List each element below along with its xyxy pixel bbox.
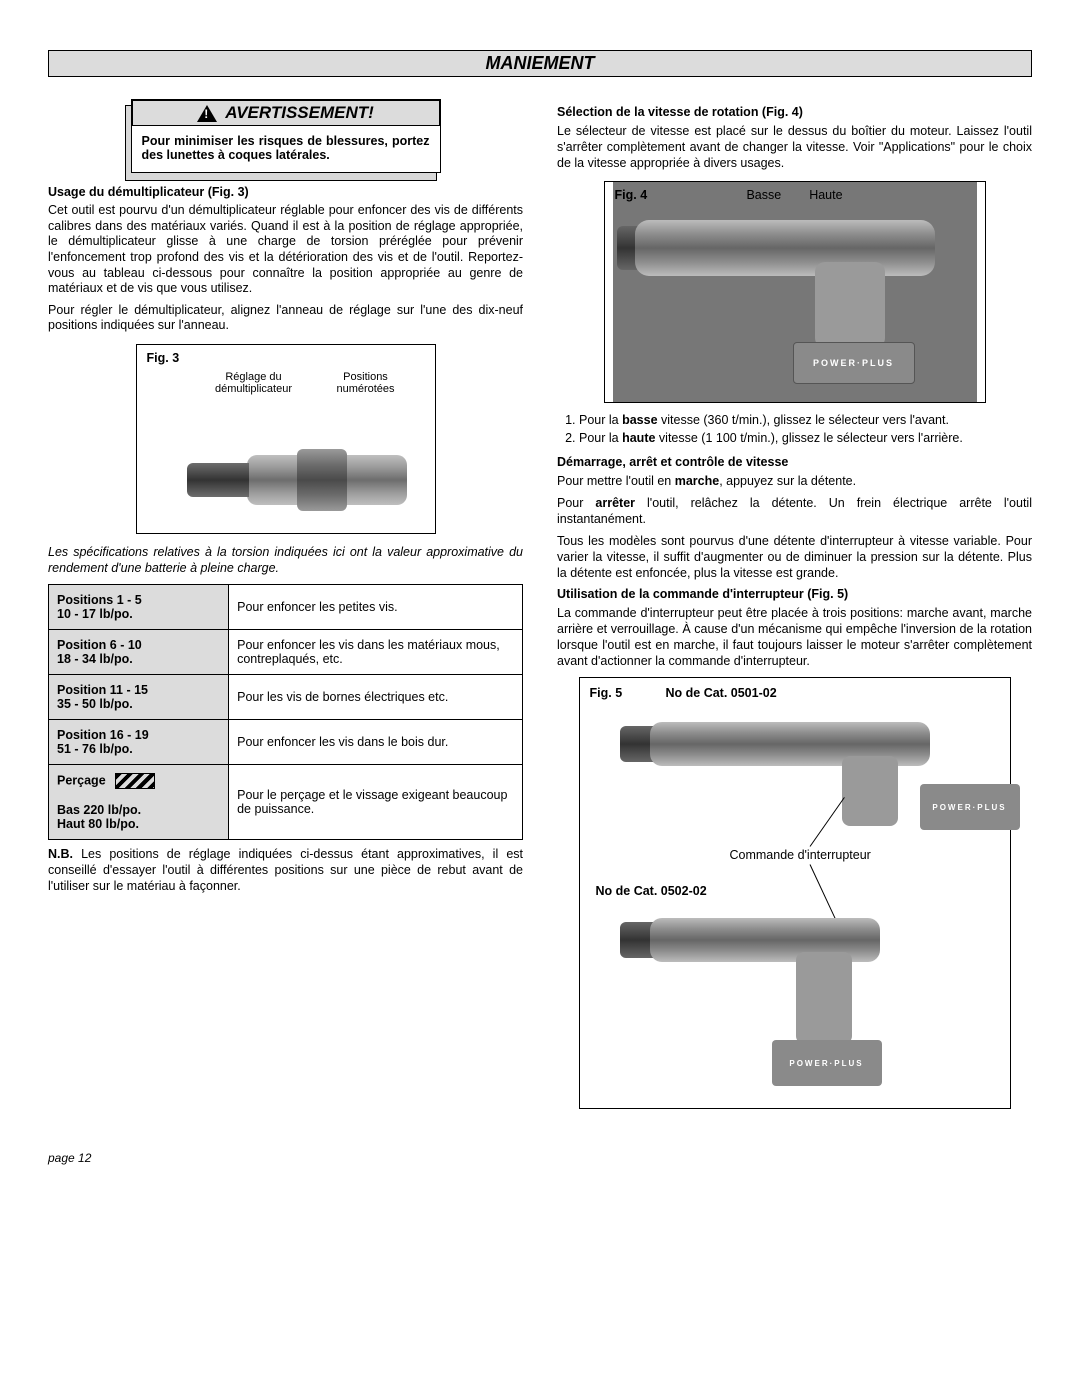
- table-row: Position 11 - 15 35 - 50 lb/po. Pour les…: [49, 675, 523, 720]
- fig5-label: Fig. 5: [590, 686, 623, 700]
- row1-h1: Positions 1 - 5: [57, 593, 142, 607]
- select-speed-para: Le sélecteur de vitesse est placé sur le…: [557, 123, 1032, 171]
- warning-box: AVERTISSEMENT! Pour minimiser les risque…: [131, 99, 441, 173]
- warning-heading: AVERTISSEMENT!: [225, 103, 374, 123]
- row5-h1: Perçage: [57, 773, 106, 787]
- fig3-cap-right-1: Positions: [343, 371, 388, 383]
- row1-h2: 10 - 17 lb/po.: [57, 607, 133, 621]
- heading-select-speed: Sélection de la vitesse de rotation (Fig…: [557, 105, 1032, 119]
- row2-h1: Position 6 - 10: [57, 638, 142, 652]
- row2-desc: Pour enfoncer les vis dans les matériaux…: [229, 630, 523, 675]
- table-row: Perçage Bas 220 lb/po. Haut 80 lb/po. Po…: [49, 765, 523, 840]
- table-row: Positions 1 - 5 10 - 17 lb/po. Pour enfo…: [49, 585, 523, 630]
- warning-body: Pour minimiser les risques de blessures,…: [142, 134, 430, 162]
- figure-3: Fig. 3 Réglage du démultiplicateur Posit…: [136, 344, 436, 534]
- step-1: Pour la basse vitesse (360 t/min.), glis…: [579, 413, 1032, 427]
- nb-text: Les positions de réglage indiquées ci-de…: [48, 847, 523, 893]
- cmd-para: La commande d'interrupteur peut être pla…: [557, 605, 1032, 669]
- page-banner: MANIEMENT: [48, 50, 1032, 77]
- torque-table: Positions 1 - 5 10 - 17 lb/po. Pour enfo…: [48, 584, 523, 840]
- two-column-layout: AVERTISSEMENT! Pour minimiser les risque…: [48, 99, 1032, 1119]
- figure-4: Fig. 4 Basse Haute POWER·PLUS: [604, 181, 986, 403]
- row4-h2: 51 - 76 lb/po.: [57, 742, 133, 756]
- fig4-high-label: Haute: [809, 188, 842, 202]
- warning-triangle-icon: [197, 105, 217, 122]
- row1-desc: Pour enfoncer les petites vis.: [229, 585, 523, 630]
- fig5-drill-1: POWER·PLUS: [620, 710, 990, 860]
- table-row: Position 16 - 19 51 - 76 lb/po. Pour enf…: [49, 720, 523, 765]
- usage-para-1: Cet outil est pourvu d'un démultiplicate…: [48, 203, 523, 297]
- row3-h1: Position 11 - 15: [57, 683, 148, 697]
- fig5-batt-1: POWER·PLUS: [920, 784, 1020, 830]
- fig5-caption: Commande d'interrupteur: [730, 848, 871, 862]
- speed-steps: Pour la basse vitesse (360 t/min.), glis…: [557, 413, 1032, 445]
- row3-desc: Pour les vis de bornes électriques etc.: [229, 675, 523, 720]
- start-p3: Tous les modèles sont pourvus d'une déte…: [557, 533, 1032, 581]
- left-column: AVERTISSEMENT! Pour minimiser les risque…: [48, 99, 523, 1119]
- fig3-label: Fig. 3: [147, 351, 180, 365]
- step-2: Pour la haute vitesse (1 100 t/min.), gl…: [579, 431, 1032, 445]
- row4-h1: Position 16 - 19: [57, 728, 149, 742]
- right-column: Sélection de la vitesse de rotation (Fig…: [557, 99, 1032, 1119]
- nb-label: N.B.: [48, 847, 73, 861]
- fig3-cap-left-2: démultiplicateur: [215, 383, 292, 395]
- fig5-cat2: No de Cat. 0502-02: [596, 884, 707, 898]
- row5-desc: Pour le perçage et le vissage exigeant b…: [229, 765, 523, 840]
- fig3-drill-illustration: [187, 435, 387, 523]
- heading-start: Démarrage, arrêt et contrôle de vitesse: [557, 455, 1032, 469]
- row5-h2: Bas 220 lb/po.: [57, 803, 141, 817]
- heading-usage: Usage du démultiplicateur (Fig. 3): [48, 185, 523, 199]
- row5-h3: Haut 80 lb/po.: [57, 817, 139, 831]
- start-p1: Pour mettre l'outil en marche, appuyez s…: [557, 473, 1032, 489]
- fig4-low-label: Basse: [746, 188, 781, 202]
- row3-h2: 35 - 50 lb/po.: [57, 697, 133, 711]
- page-footer: page 12: [48, 1151, 1032, 1165]
- fig5-drill-2: POWER·PLUS: [620, 906, 990, 1096]
- start-p2: Pour arrêter l'outil, relâchez la détent…: [557, 495, 1032, 527]
- heading-cmd: Utilisation de la commande d'interrupteu…: [557, 587, 1032, 601]
- table-row: Position 6 - 10 18 - 34 lb/po. Pour enfo…: [49, 630, 523, 675]
- fig5-batt-2: POWER·PLUS: [772, 1040, 882, 1086]
- fig4-battery-label: POWER·PLUS: [793, 342, 915, 384]
- figure-5: Fig. 5 No de Cat. 0501-02 POWER·PLUS Com…: [579, 677, 1011, 1109]
- fig5-cat1: No de Cat. 0501-02: [666, 686, 777, 700]
- row4-desc: Pour enfoncer les vis dans le bois dur.: [229, 720, 523, 765]
- usage-para-2: Pour régler le démultiplicateur, alignez…: [48, 303, 523, 334]
- row2-h2: 18 - 34 lb/po.: [57, 652, 133, 666]
- torque-note: Les spécifications relatives à la torsio…: [48, 545, 523, 575]
- fig3-cap-left-1: Réglage du: [225, 371, 281, 383]
- fig3-cap-right-2: numérotées: [336, 383, 394, 395]
- drill-bit-icon: [115, 773, 155, 789]
- nb-paragraph: N.B. Les positions de réglage indiquées …: [48, 846, 523, 894]
